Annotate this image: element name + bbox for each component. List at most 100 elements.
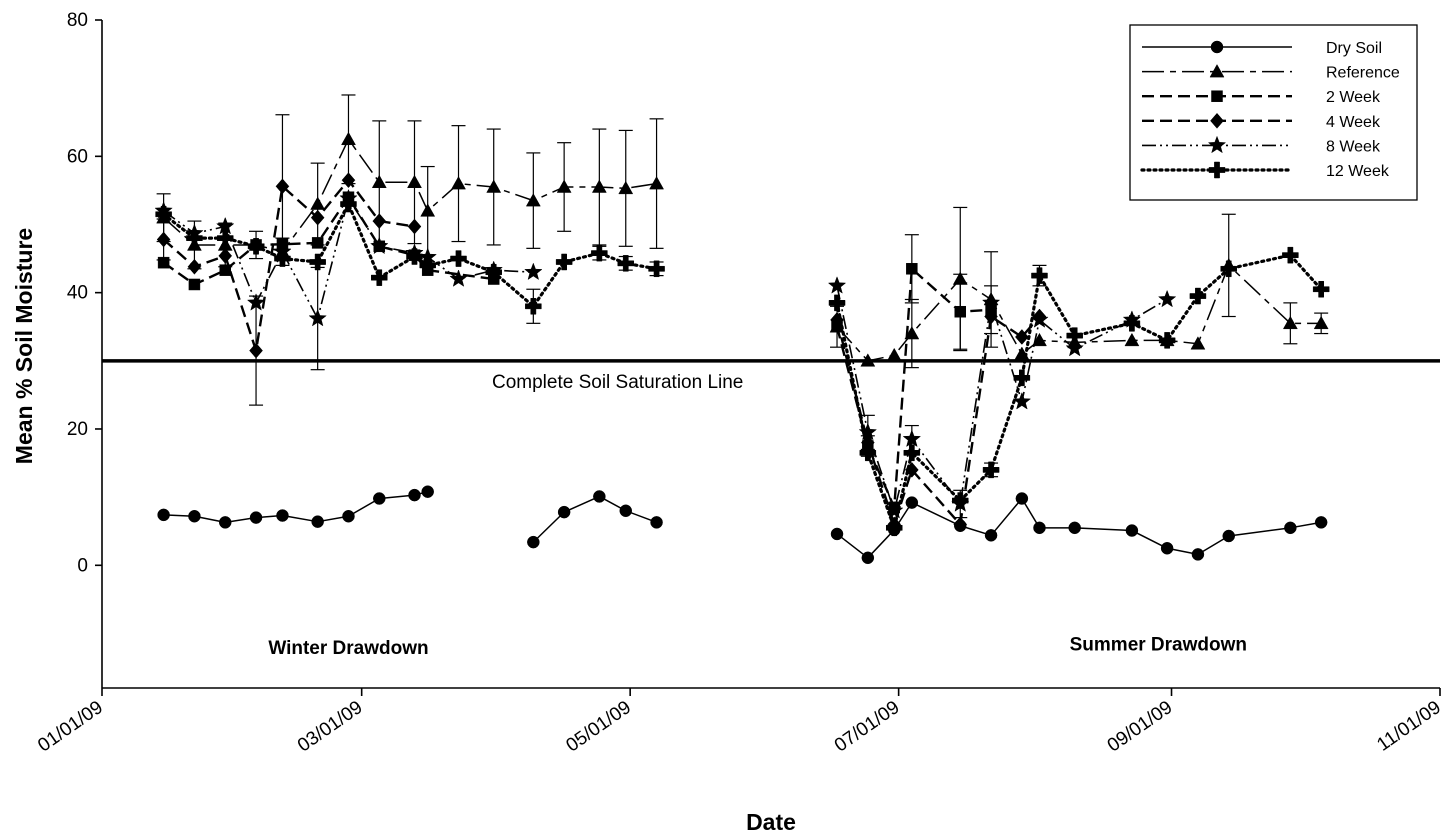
marker-4-week — [249, 342, 263, 359]
marker-dry-soil — [276, 509, 289, 522]
marker-8-week — [1012, 392, 1032, 410]
marker-4-week — [984, 308, 998, 325]
legend-marker-dry-soil — [1210, 40, 1224, 54]
marker-4-week — [953, 516, 968, 533]
marker-12-week — [485, 263, 502, 281]
marker-2-week — [157, 256, 170, 269]
marker-8-week — [1157, 289, 1177, 308]
marker-dry-soil — [593, 490, 606, 503]
legend-label-dry-soil: Dry Soil — [1326, 40, 1382, 57]
marker-4-week — [310, 209, 325, 226]
marker-dry-soil — [1314, 516, 1328, 529]
marker-dry-soil — [557, 505, 571, 519]
marker-dry-soil — [1015, 492, 1029, 505]
marker-12-week — [1031, 267, 1048, 284]
marker-reference — [1190, 336, 1206, 350]
marker-2-week — [311, 237, 324, 249]
marker-reference — [860, 353, 876, 367]
marker-12-week — [247, 238, 265, 255]
marker-dry-soil — [1191, 548, 1205, 561]
marker-12-week — [1158, 332, 1176, 349]
marker-8-week — [246, 293, 266, 311]
marker-12-week — [859, 444, 877, 462]
marker-12-week — [1220, 260, 1237, 278]
series-line-8-week — [836, 285, 1168, 512]
marker-12-week — [216, 229, 234, 247]
marker-12-week — [828, 294, 846, 312]
marker-reference — [451, 176, 466, 190]
marker-reference — [1282, 315, 1298, 330]
y-axis-title: Mean % Soil Moisture — [11, 228, 37, 464]
marker-12-week — [952, 492, 969, 509]
marker-12-week — [591, 244, 608, 262]
marker-8-week — [827, 276, 847, 294]
marker-12-week — [1312, 280, 1330, 298]
marker-dry-soil — [373, 492, 386, 505]
series-line-2-week — [835, 267, 992, 509]
winter-drawdown-label: Winter Drawdown — [268, 638, 428, 659]
marker-12-week — [555, 253, 573, 271]
y-tick-label: 0 — [77, 555, 88, 576]
x-tick-label: 11/01/09 — [1373, 697, 1444, 756]
marker-reference — [1124, 332, 1140, 347]
marker-8-week — [981, 293, 1001, 311]
marker-dry-soil — [619, 504, 633, 518]
marker-2-week — [906, 263, 918, 275]
marker-12-week — [371, 269, 388, 286]
series-line-2-week — [162, 196, 494, 286]
legend-marker-4-week — [1210, 112, 1224, 129]
legend-label-4-week: 4 Week — [1326, 114, 1381, 131]
legend-label-8-week: 8 Week — [1326, 138, 1381, 155]
marker-reference — [649, 176, 664, 190]
marker-dry-soil — [1068, 521, 1081, 535]
marker-4-week — [341, 172, 356, 189]
y-tick-label: 80 — [67, 10, 88, 31]
marker-dry-soil — [830, 527, 844, 541]
y-tick-label: 40 — [67, 283, 88, 304]
marker-dry-soil — [157, 508, 170, 522]
marker-4-week — [275, 178, 290, 195]
marker-2-week — [188, 278, 201, 291]
x-tick-label: 01/01/09 — [34, 697, 107, 757]
marker-4-week — [407, 218, 422, 235]
marker-4-week — [1015, 329, 1029, 345]
marker-12-week — [525, 298, 542, 315]
legend: Dry Soil Reference 2 Week 4 Week 8 Week 12 We… — [1129, 24, 1418, 201]
marker-12-week — [186, 229, 203, 247]
marker-dry-soil — [861, 551, 875, 565]
series-line-dry-soil — [532, 495, 657, 543]
marker-dry-soil — [342, 509, 355, 523]
marker-12-week — [1066, 327, 1083, 344]
x-tick-label: 07/01/09 — [831, 697, 904, 757]
marker-reference — [341, 131, 356, 146]
marker-8-week — [1065, 338, 1084, 357]
marker-12-week — [274, 250, 291, 267]
marker-8-week — [308, 308, 327, 327]
x-tick-label: 03/01/09 — [294, 697, 367, 757]
series-markers — [154, 131, 1330, 565]
marker-dry-soil — [1160, 542, 1174, 555]
x-tick-label: 05/01/09 — [562, 697, 635, 757]
legend-marker-2-week — [1211, 90, 1223, 102]
marker-12-week — [982, 461, 1000, 479]
marker-dry-soil — [527, 535, 540, 549]
marker-12-week — [1123, 315, 1141, 332]
marker-dry-soil — [218, 516, 232, 529]
marker-12-week — [648, 260, 665, 278]
marker-8-week — [449, 269, 468, 287]
marker-dry-soil — [408, 488, 421, 502]
marker-12-week — [903, 444, 921, 462]
marker-dry-soil — [1284, 521, 1297, 535]
marker-dry-soil — [249, 511, 263, 524]
x-tick-label: 09/01/09 — [1104, 697, 1177, 757]
marker-12-week — [155, 206, 172, 223]
marker-reference — [556, 179, 572, 193]
series-line-8-week — [163, 197, 534, 320]
marker-8-week — [1030, 310, 1049, 328]
marker-dry-soil — [1033, 521, 1046, 535]
marker-4-week — [905, 461, 919, 478]
annotations: Complete Soil Saturation Line Winter Dra… — [268, 372, 1247, 659]
marker-dry-soil — [421, 485, 434, 498]
marker-reference — [371, 174, 387, 188]
